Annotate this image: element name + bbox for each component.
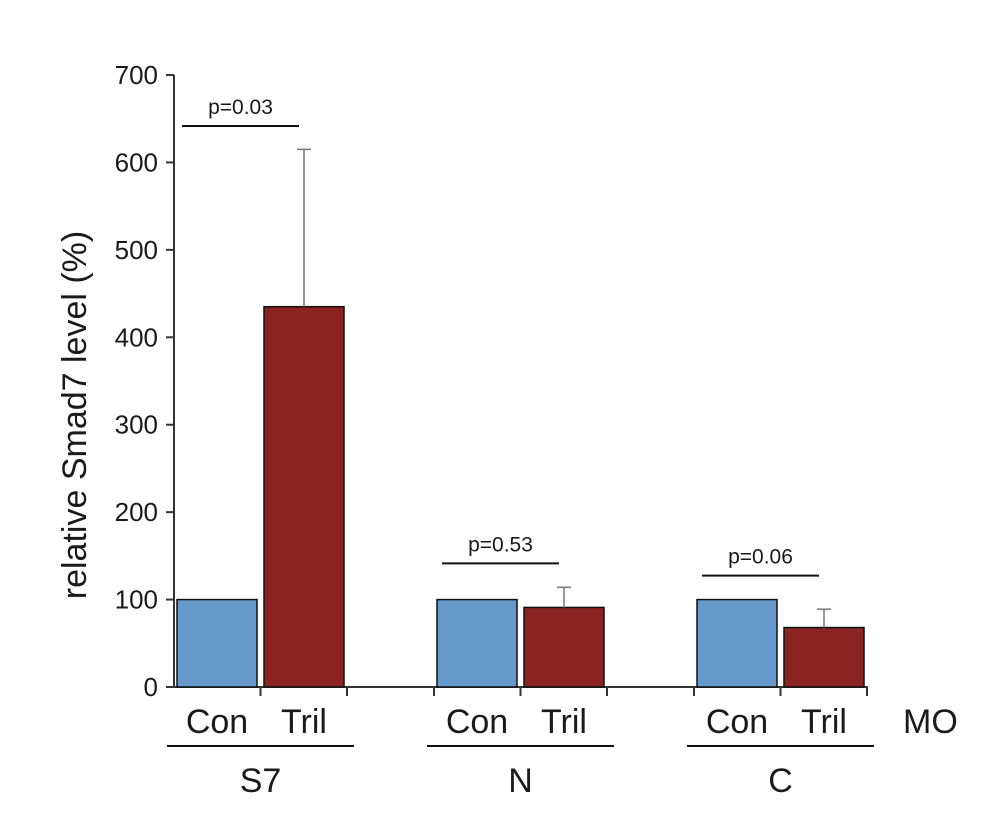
y-tick-label: 0 [144,672,158,702]
y-axis-title: relative Smad7 level (%) [56,231,94,599]
group-label: N [508,762,533,800]
bar-c-tril [783,626,865,688]
pvalue-layer: p=0.03 p=0.53 p=0.06 [182,96,819,577]
bar-s7-con [176,598,258,688]
y-axis: 0 100 200 300 400 500 600 700 [115,60,175,702]
bar-n-con [436,598,518,688]
y-tick-label: 400 [115,322,158,352]
bar-c-con [696,598,778,688]
y-tick-label: 200 [115,497,158,527]
x-category-label: Con [446,703,508,741]
error-bars-layer [297,148,831,628]
bar-s7-tril [263,305,345,688]
y-tick-label: 600 [115,147,158,177]
x-category-label: Con [706,703,768,741]
x-axis [174,686,868,696]
bar-n-tril [523,606,605,688]
x-category-label: Tril [281,703,327,741]
y-tick-label: 500 [115,235,158,265]
group-label: C [768,762,793,800]
y-tick-label: 100 [115,585,158,615]
pvalue-label: p=0.06 [728,546,793,569]
y-tick-label: 700 [115,60,158,90]
bars-layer [176,305,865,688]
x-category-label: Tril [541,703,587,741]
pvalue-label: p=0.53 [468,533,533,556]
group-label: S7 [240,762,282,800]
mo-label: MO [903,703,958,741]
pvalue-label: p=0.03 [208,96,273,119]
x-category-label: Tril [801,703,847,741]
x-category-label: Con [186,703,248,741]
y-tick-label: 300 [115,410,158,440]
